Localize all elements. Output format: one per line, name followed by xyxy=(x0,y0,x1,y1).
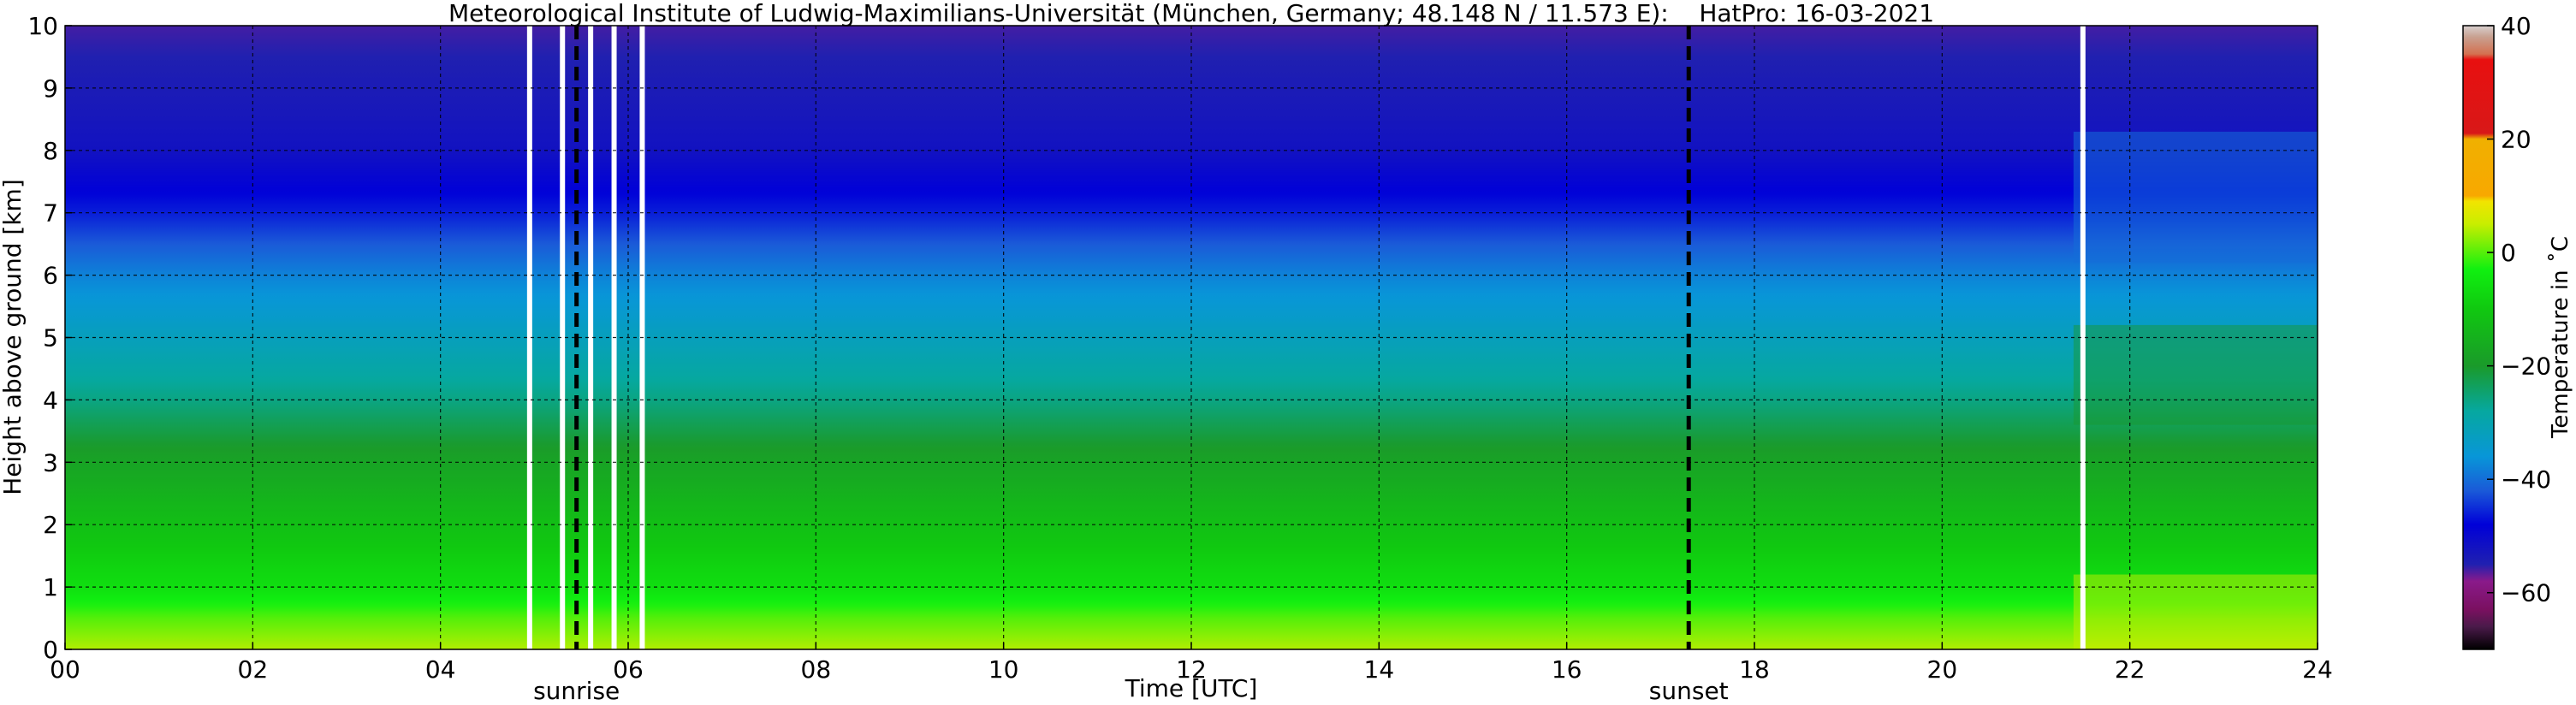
x-axis: 00 02 04 06 08 10 12 14 16 18 20 22 24 xyxy=(50,643,2333,684)
annotation-sunset: sunset xyxy=(1649,677,1729,705)
x-tick-label: 04 xyxy=(425,655,456,684)
colorbar-label: Temperature in ˚C xyxy=(2548,236,2573,439)
x-tick-label: 06 xyxy=(613,655,644,684)
grid xyxy=(65,26,2318,649)
colorbar-tick-label: 40 xyxy=(2501,12,2531,40)
y-tick-label: 0 xyxy=(43,636,58,664)
chart-title: Meteorological Institute of Ludwig-Maxim… xyxy=(448,0,1934,27)
colorbar-ticks: 40 20 0 −20 −40 −60 xyxy=(2487,12,2551,607)
annotation-sunrise: sunrise xyxy=(533,677,620,705)
x-tick-label: 12 xyxy=(1176,655,1207,684)
x-tick-label: 14 xyxy=(1364,655,1395,684)
y-tick-label: 3 xyxy=(43,448,58,477)
sun-event-lines xyxy=(574,26,1691,649)
y-tick-label: 6 xyxy=(43,262,58,290)
colorbar-tick-label: −20 xyxy=(2501,352,2551,381)
y-tick-label: 10 xyxy=(27,12,58,40)
x-tick-label: 02 xyxy=(238,655,269,684)
colorbar-tick-label: 0 xyxy=(2501,239,2516,267)
x-tick-label: 16 xyxy=(1552,655,1582,684)
x-tick-label: 10 xyxy=(988,655,1019,684)
colorbar-tick-label: −40 xyxy=(2501,465,2551,494)
y-tick-label: 8 xyxy=(43,137,58,165)
x-tick-label: 24 xyxy=(2302,655,2333,684)
x-axis-label: Time [UTC] xyxy=(1125,674,1258,702)
x-tick-label: 08 xyxy=(801,655,832,684)
colorbar-tick-label: 20 xyxy=(2501,126,2531,154)
x-tick-label: 00 xyxy=(50,655,80,684)
anomaly-mid-band xyxy=(2073,324,2318,425)
colorbar xyxy=(2462,25,2495,650)
y-axis: 0 1 2 3 4 5 6 7 8 9 10 xyxy=(27,12,72,664)
y-tick-label: 7 xyxy=(43,199,58,228)
y-tick-label: 4 xyxy=(43,386,58,414)
y-tick-label: 5 xyxy=(43,324,58,352)
x-tick-label: 22 xyxy=(2115,655,2146,684)
anomaly-surface-band xyxy=(2073,574,2318,649)
annotations: sunrise sunset xyxy=(533,677,1729,705)
y-tick-label: 2 xyxy=(43,511,58,539)
x-tick-label: 20 xyxy=(1927,655,1958,684)
x-tick-label: 18 xyxy=(1739,655,1770,684)
y-axis-label: Height above ground [km] xyxy=(0,179,27,495)
y-tick-label: 1 xyxy=(43,573,58,601)
y-tick-label: 9 xyxy=(43,74,58,103)
anomaly-upper-band xyxy=(2073,131,2318,264)
colorbar-tick-label: −60 xyxy=(2501,579,2551,607)
